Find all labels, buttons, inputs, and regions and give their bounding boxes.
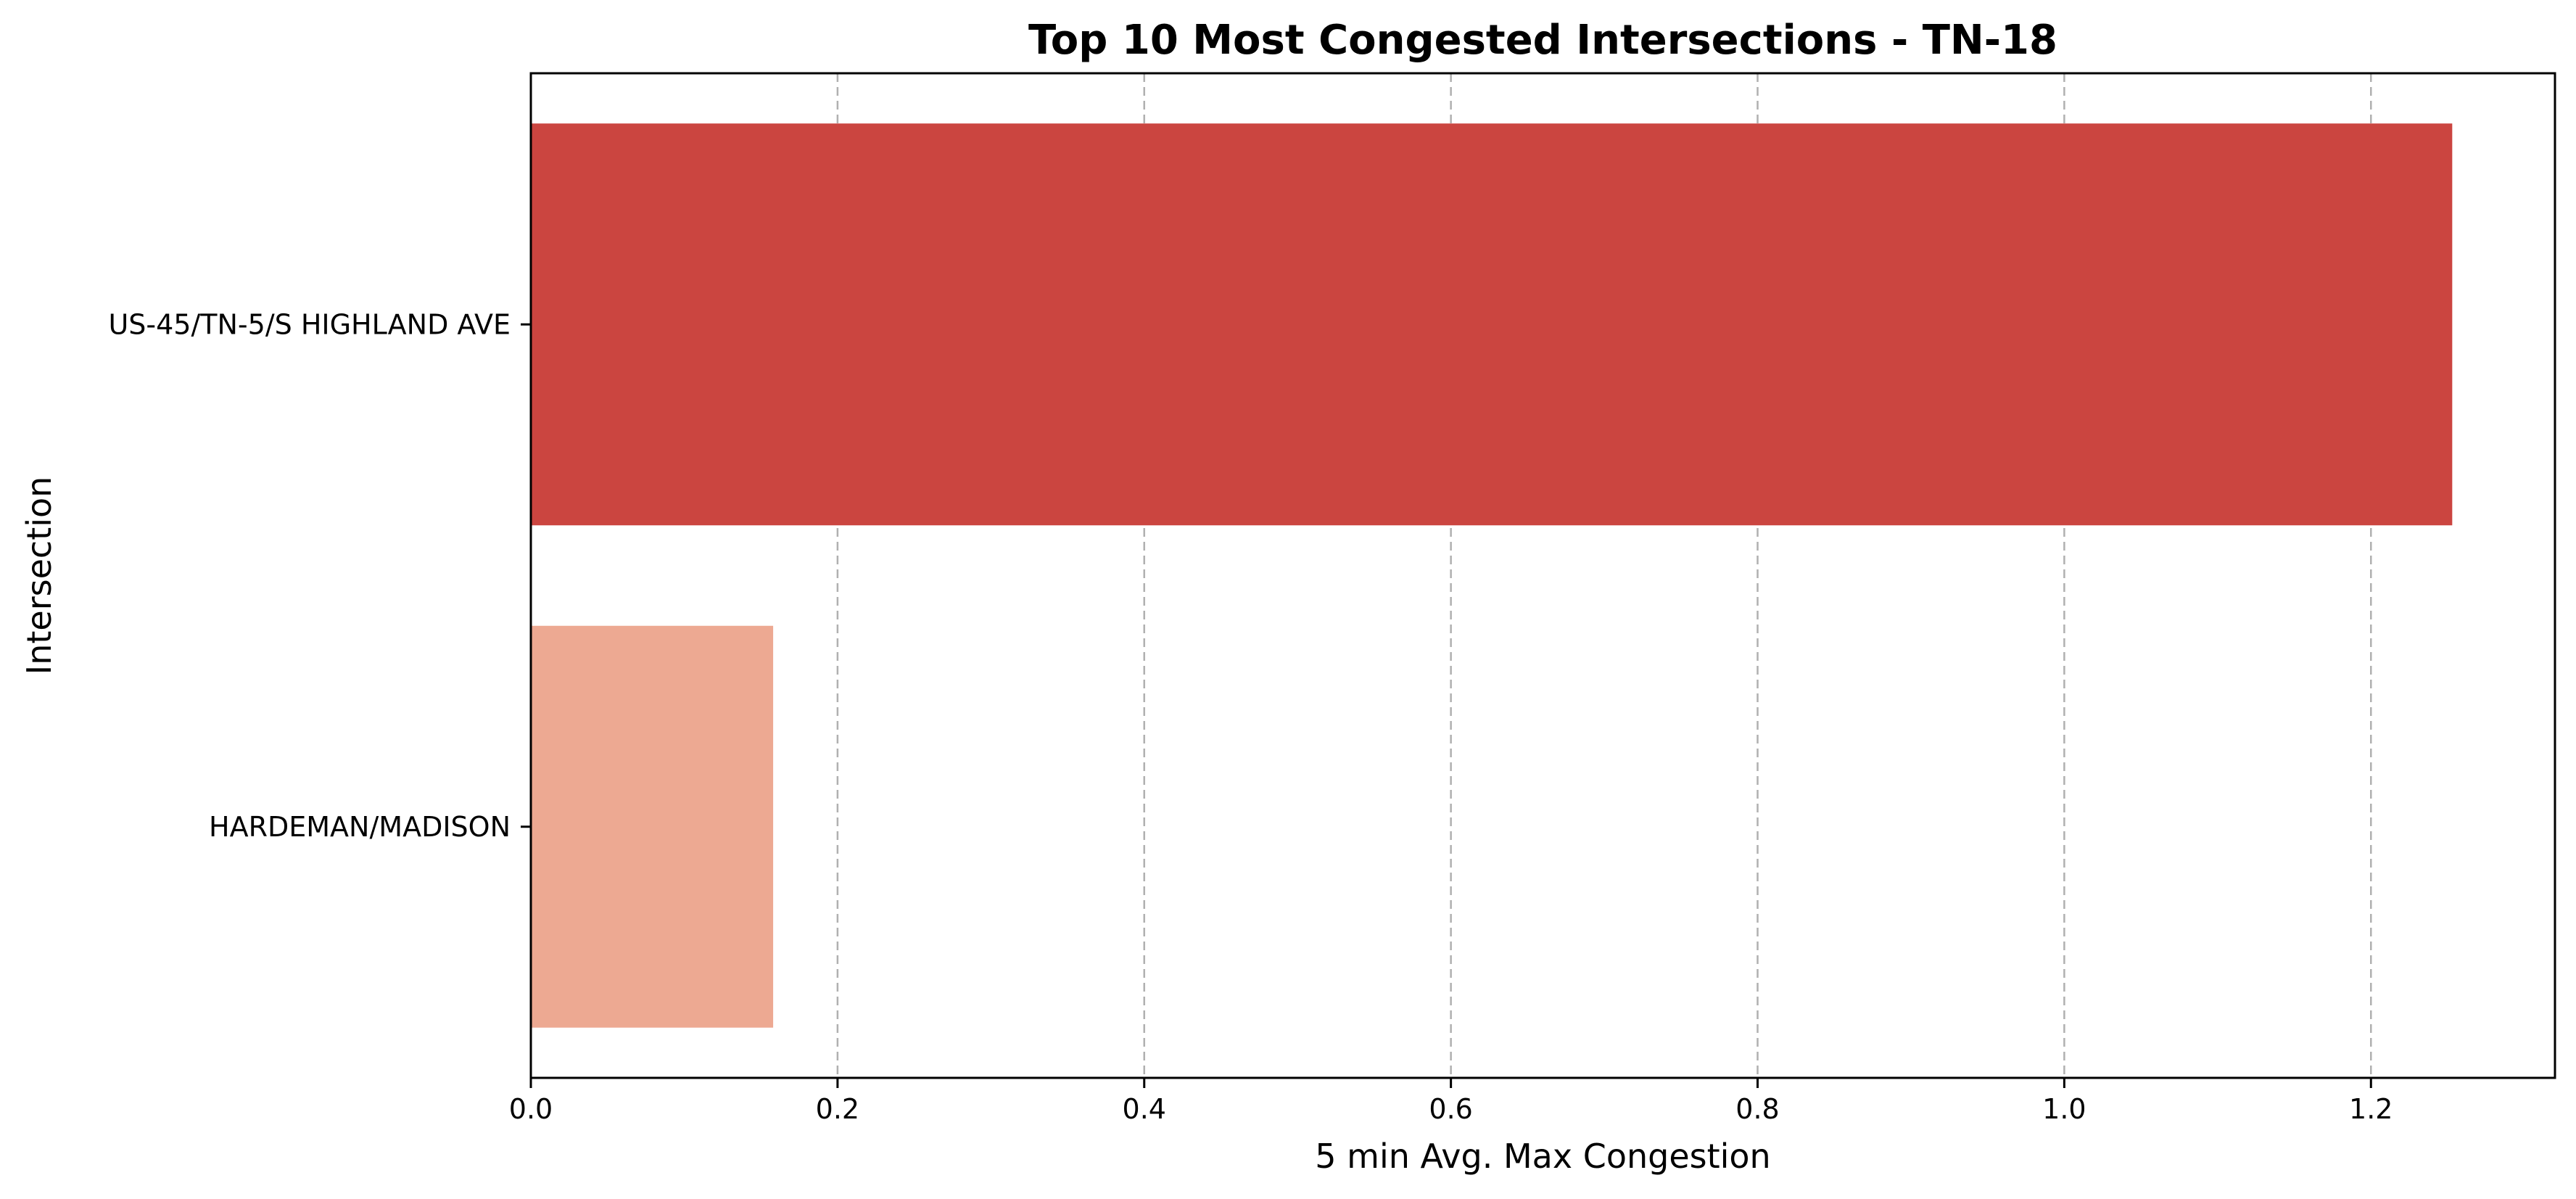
bar-0 bbox=[531, 123, 2453, 526]
x-tick-label-6: 1.2 bbox=[2349, 1093, 2393, 1125]
x-tick-label-0: 0.0 bbox=[509, 1093, 553, 1125]
y-tick-label-0: US-45/TN-5/S HIGHLAND AVE bbox=[108, 308, 511, 340]
y-axis-label: Intersection bbox=[20, 477, 59, 675]
x-tick-label-2: 0.4 bbox=[1123, 1093, 1166, 1125]
y-tick-label-1: HARDEMAN/MADISON bbox=[209, 811, 511, 843]
bars bbox=[531, 123, 2453, 1028]
y-axis-ticks: US-45/TN-5/S HIGHLAND AVE HARDEMAN/MADISO… bbox=[108, 308, 531, 843]
chart-title: Top 10 Most Congested Intersections - TN… bbox=[1028, 17, 2057, 64]
x-tick-label-5: 1.0 bbox=[2042, 1093, 2086, 1125]
x-tick-label-4: 0.8 bbox=[1735, 1093, 1779, 1125]
bar-1 bbox=[531, 625, 774, 1028]
x-axis-ticks: 0.0 0.2 0.4 0.6 0.8 1.0 1.2 bbox=[509, 1078, 2393, 1125]
x-axis-label: 5 min Avg. Max Congestion bbox=[1315, 1137, 1770, 1176]
x-tick-label-3: 0.6 bbox=[1429, 1093, 1472, 1125]
x-tick-label-1: 0.2 bbox=[816, 1093, 859, 1125]
plot-frame bbox=[529, 72, 2556, 1079]
